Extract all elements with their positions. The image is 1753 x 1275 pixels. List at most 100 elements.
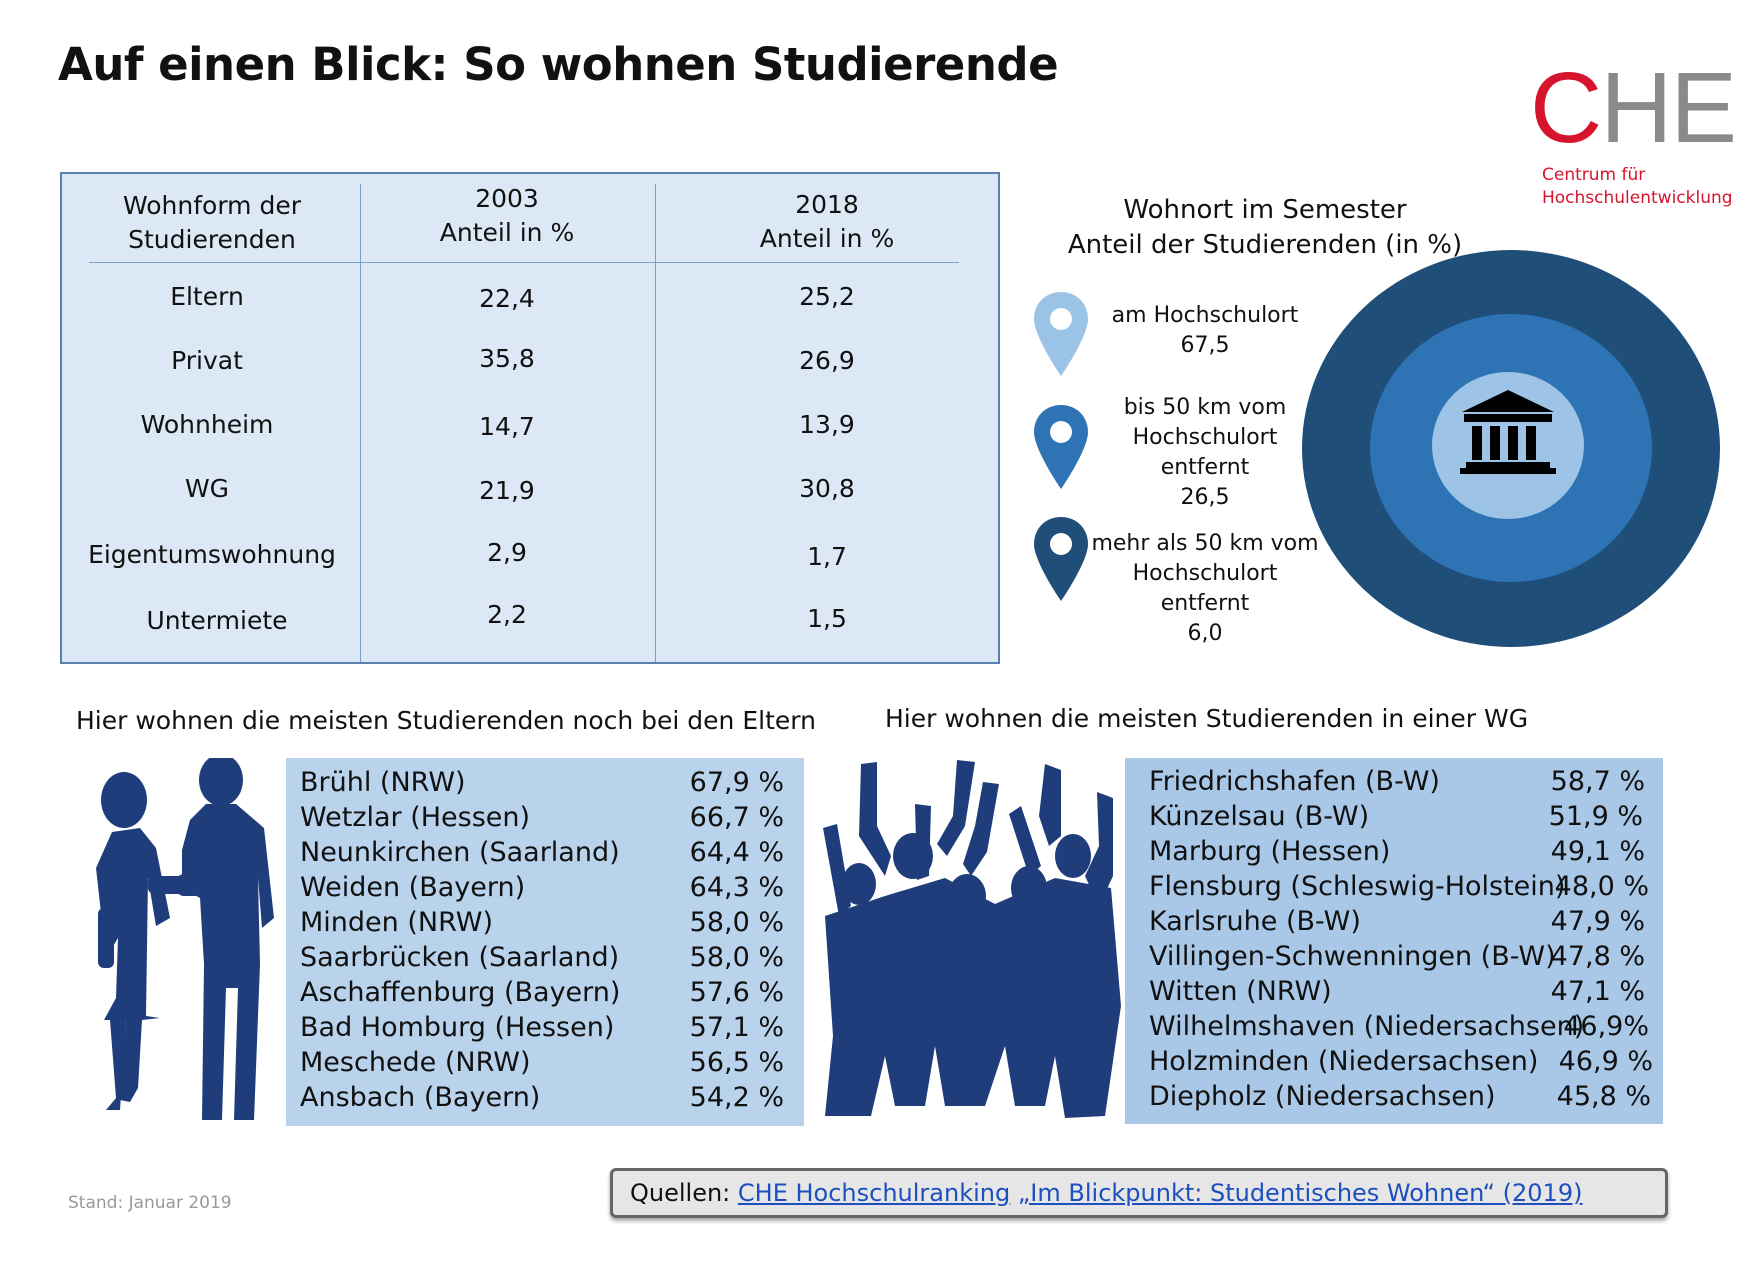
eltern-heading: Hier wohnen die meisten Studierenden noc… [76,706,816,735]
city-value: 58,7 % [1550,766,1645,797]
row-label: Wohnheim [140,410,274,439]
city-name: Saarbrücken (Saarland) [300,942,620,973]
city-value: 64,4 % [689,837,784,868]
city-value: 45,8 % [1556,1081,1651,1112]
city-name: Karlsruhe (B-W) [1149,906,1361,937]
city-value: 46,9 % [1558,1046,1653,1077]
city-value: 49,1 % [1550,836,1645,867]
city-name: Ansbach (Bayern) [300,1082,541,1113]
city-value: 47,8 % [1550,941,1645,972]
label-line: entfernt [1160,455,1250,480]
wohnort-title-line: Wohnort im Semester [1123,195,1407,225]
label-value: 67,5 [1180,333,1230,358]
city-name: Holzminden (Niedersachsen) [1149,1046,1539,1077]
city-value: 47,1 % [1550,976,1645,1007]
city-name: Meschede (NRW) [300,1047,531,1078]
che-logo: CHE Centrum für Hochschulentwicklung [1530,58,1737,208]
row-value-2003: 21,9 [479,476,535,505]
row-value-2003: 2,2 [487,600,527,629]
city-name: Aschaffenburg (Bayern) [300,977,621,1008]
city-value: 64,3 % [689,872,784,903]
city-value: 54,2 % [689,1082,784,1113]
wohnort-label-mehr-50km: mehr als 50 km vom Hochschulort entfernt… [1090,529,1320,649]
couple-silhouette-icon [96,758,274,1120]
logo-subtitle-line2: Hochschulentwicklung [1542,188,1733,208]
header-line: Anteil in % [759,224,895,253]
wohnort-title-line: Anteil der Studierenden (in %) [1067,230,1463,260]
header-wohnform: Wohnform der Studierenden [92,189,332,257]
city-name: Wetzlar (Hessen) [300,802,531,833]
wohnort-title: Wohnort im Semester Anteil der Studieren… [1040,193,1490,263]
city-name: Brühl (NRW) [300,767,466,798]
logo-subtitle-line1: Centrum für [1542,165,1646,185]
eltern-city-list: Brühl (NRW) 67,9 % Wetzlar (Hessen) 66,7 %… [286,758,804,1126]
header-2018: 2018 Anteil in % [702,188,952,256]
table-header-rule [89,262,959,263]
header-line: Anteil in % [439,218,575,247]
label-value: 26,5 [1180,485,1230,510]
row-value-2003: 22,4 [479,284,535,313]
header-line: 2018 [795,190,859,219]
row-value-2003: 14,7 [479,412,535,441]
city-value: 67,9 % [689,767,784,798]
label-value: 6,0 [1187,621,1223,646]
row-value-2018: 1,7 [807,542,847,571]
city-name: Marburg (Hessen) [1149,836,1391,867]
logo-mark: CHE [1530,58,1737,158]
header-line: Studierenden [128,225,296,254]
label-line: entfernt [1160,591,1250,616]
city-name: Wilhelmshaven (Niedersachsen) [1149,1011,1585,1042]
sources-box: Quellen: CHE Hochschulranking „Im Blickp… [610,1168,1668,1218]
row-value-2003: 2,9 [487,538,527,567]
wohnform-table: Wohnform der Studierenden 2003 Anteil in… [60,172,1000,664]
city-name: Witten (NRW) [1149,976,1332,1007]
wg-heading: Hier wohnen die meisten Studierenden in … [885,704,1529,733]
wg-city-list: Friedrichshafen (B-W) 58,7 % Künzelsau (B… [1125,758,1663,1124]
row-value-2018: 13,9 [799,410,855,439]
stand-date: Stand: Januar 2019 [68,1193,232,1213]
location-pin-icon [1034,517,1088,601]
row-label: WG [184,474,230,503]
link-che-hochschulranking[interactable]: CHE Hochschulranking [737,1179,1011,1207]
city-value: 48,0 % [1554,871,1649,902]
city-name: Weiden (Bayern) [300,872,526,903]
row-label: Eigentumswohnung [88,540,336,569]
city-name: Minden (NRW) [300,907,493,938]
label-line: mehr als 50 km vom [1091,531,1319,556]
logo-letter-c: C [1530,52,1602,164]
city-name: Bad Homburg (Hessen) [300,1012,615,1043]
row-value-2003: 35,8 [479,344,535,373]
logo-subtitle: Centrum für Hochschulentwicklung [1542,164,1733,210]
city-name: Flensburg (Schleswig-Holstein) [1149,871,1566,902]
row-value-2018: 26,9 [799,346,855,375]
location-pin-icon [1034,405,1088,489]
logo-letters-he: HE [1600,52,1737,164]
wohnort-label-bis-50km: bis 50 km vom Hochschulort entfernt 26,5 [1090,393,1320,513]
label-line: am Hochschulort [1111,303,1299,328]
header-line: Wohnform der [122,191,301,220]
city-name: Künzelsau (B-W) [1149,801,1370,832]
row-label: Eltern [170,282,244,311]
city-value: 51,9 % [1548,801,1643,832]
row-label: Privat [171,346,243,375]
row-value-2018: 25,2 [799,282,855,311]
city-value: 46,9% [1563,1011,1649,1042]
row-value-2018: 30,8 [799,474,855,503]
header-2003: 2003 Anteil in % [387,182,627,250]
city-value: 66,7 % [689,802,784,833]
cheering-group-silhouette-icon [823,760,1121,1118]
city-value: 47,9 % [1550,906,1645,937]
city-name: Neunkirchen (Saarland) [300,837,620,868]
city-value: 56,5 % [689,1047,784,1078]
header-line: 2003 [475,184,539,213]
table-divider [655,184,656,662]
location-pin-icon [1034,292,1088,376]
sources-label: Quellen: [630,1179,731,1207]
city-value: 57,1 % [689,1012,784,1043]
row-label: Untermiete [146,606,288,635]
label-line: Hochschulort [1132,425,1278,450]
row-value-2018: 1,5 [807,604,847,633]
city-value: 58,0 % [689,907,784,938]
link-im-blickpunkt[interactable]: „Im Blickpunkt: Studentisches Wohnen“ (2… [1017,1179,1583,1207]
label-line: bis 50 km vom [1123,395,1287,420]
